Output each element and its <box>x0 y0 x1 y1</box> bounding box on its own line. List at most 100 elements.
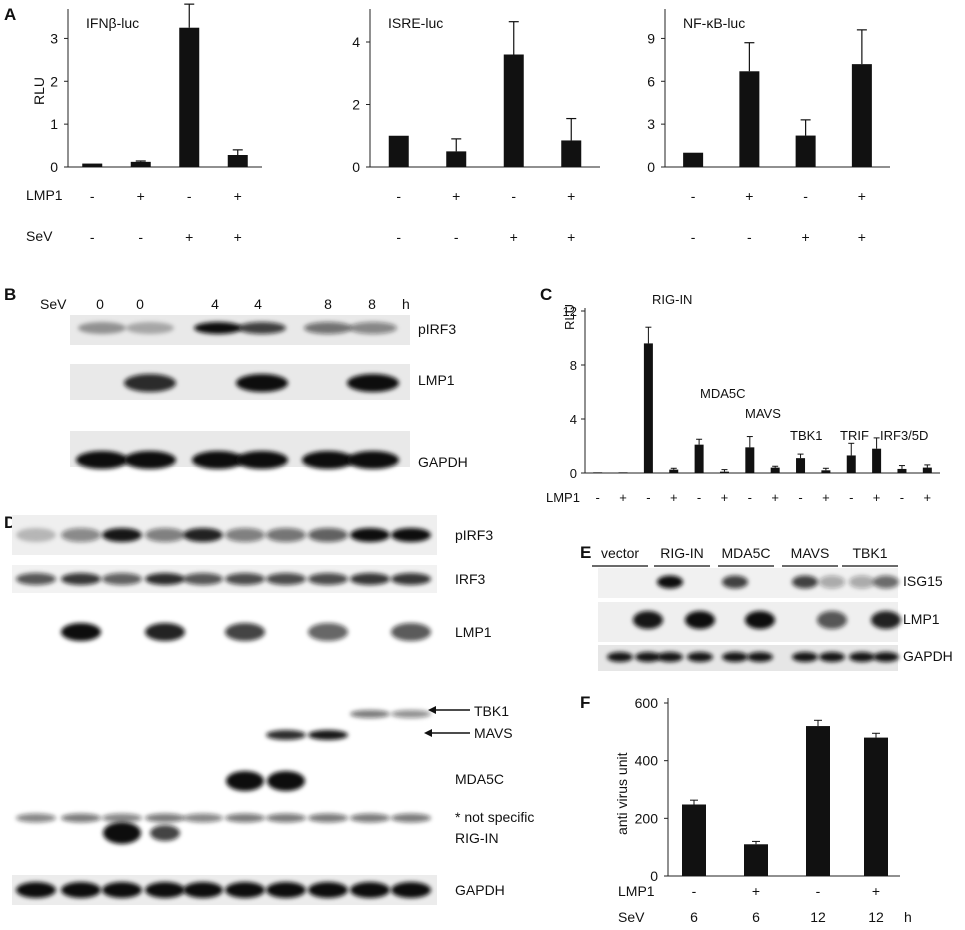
bar <box>683 152 704 167</box>
gapdh-band <box>236 451 288 469</box>
panel-label-e: E <box>580 543 591 562</box>
band <box>16 573 56 585</box>
gapdh-band <box>819 652 845 662</box>
group-label: RIG-IN <box>652 292 692 307</box>
bar <box>618 472 628 473</box>
band <box>16 528 56 542</box>
panel-c-chart: RLU 0 4 8 12 - + - + - + - + - + - + - + LMP1 RIG-IN MDA5C MAV… <box>546 292 940 505</box>
panel-label-a: A <box>4 5 16 24</box>
lmp1-sign: - <box>816 883 821 899</box>
group-label: TRIF <box>840 428 869 443</box>
band <box>391 882 431 898</box>
lmp1-sign: + <box>137 188 145 204</box>
lmp1-sign: - <box>511 188 516 204</box>
band <box>225 813 265 823</box>
band <box>266 730 306 740</box>
y-tick-label: 0 <box>352 159 360 175</box>
band <box>350 882 390 898</box>
band-label: GAPDH <box>455 882 505 898</box>
chart-title: ISRE-luc <box>388 15 443 31</box>
lmp1-sign: - <box>396 188 401 204</box>
sev-sign: + <box>567 229 575 245</box>
rig-in-band <box>150 825 180 841</box>
bar <box>745 447 755 473</box>
band <box>102 813 142 823</box>
band <box>61 528 101 542</box>
isg15-band <box>792 575 818 589</box>
band <box>225 623 265 641</box>
band <box>308 882 348 898</box>
bar <box>806 726 830 876</box>
pirf3-band <box>194 322 242 334</box>
bar <box>561 140 582 167</box>
band <box>145 528 185 542</box>
band <box>61 813 101 823</box>
y-tick-label: 4 <box>352 34 360 50</box>
panel-a-lmp1-label: LMP1 <box>26 187 63 203</box>
group-label: MAVS <box>791 545 830 561</box>
y-tick-label: 8 <box>570 358 577 373</box>
band-label: RIG-IN <box>455 830 499 846</box>
bar <box>770 467 780 473</box>
band <box>225 528 265 542</box>
gapdh-band <box>747 652 773 662</box>
isg15-band <box>819 575 845 589</box>
gapdh-band <box>635 652 661 662</box>
panel-label-b: B <box>4 285 16 304</box>
sev-sign: - <box>396 229 401 245</box>
band <box>266 882 306 898</box>
lmp1-sign: + <box>234 188 242 204</box>
lmp1-sign: + <box>745 188 753 204</box>
lane-label: 4 <box>211 296 219 312</box>
y-tick-label: 1 <box>50 116 58 132</box>
band <box>102 528 142 542</box>
chart-title: IFNβ-luc <box>86 15 139 31</box>
bar <box>739 71 760 167</box>
ifnb-luc-chart: 0 1 2 3 IFNβ-luc - - + - - + + + <box>50 3 262 245</box>
bar <box>593 472 603 473</box>
y-tick-label: 0 <box>647 159 655 175</box>
arrowhead <box>428 706 436 714</box>
lmp1-sign: + <box>721 490 729 505</box>
band-label: IRF3 <box>455 571 486 587</box>
lmp1-band <box>236 374 288 392</box>
lmp1-band <box>745 611 775 629</box>
band-label-pirf3: pIRF3 <box>418 321 456 337</box>
panel-a-ylabel: RLU <box>31 77 47 105</box>
band <box>391 528 431 542</box>
lmp1-sign: - <box>748 490 752 505</box>
band <box>391 573 431 585</box>
band <box>225 882 265 898</box>
bar <box>922 467 932 473</box>
sev-value: 6 <box>690 909 698 925</box>
y-tick-label: 9 <box>647 30 655 46</box>
bar <box>179 27 200 168</box>
group-label: vector <box>601 545 639 561</box>
sev-sign: + <box>185 229 193 245</box>
gapdh-band <box>607 652 633 662</box>
band <box>16 813 56 823</box>
isg15-band <box>657 575 683 589</box>
lmp1-sign: + <box>822 490 830 505</box>
pirf3-band <box>304 322 352 334</box>
y-tick-label: 0 <box>570 466 577 481</box>
y-tick-label: 0 <box>50 159 58 175</box>
group-label: MDA5C <box>721 545 770 561</box>
band <box>308 528 348 542</box>
bar <box>897 468 907 473</box>
band <box>61 882 101 898</box>
bar <box>503 54 524 167</box>
y-label: RLU <box>562 304 577 330</box>
lmp1-sign: - <box>187 188 192 204</box>
isre-luc-chart: 0 2 4 ISRE-luc - - + - - + + + <box>352 9 600 245</box>
lmp1-sign: + <box>858 188 866 204</box>
band <box>61 623 101 641</box>
sev-sign: - <box>747 229 752 245</box>
lmp1-sign: - <box>646 490 650 505</box>
bar <box>851 64 872 167</box>
lmp1-sign: - <box>692 883 697 899</box>
gapdh-band <box>302 451 354 469</box>
band <box>145 573 185 585</box>
group-label: MDA5C <box>700 386 746 401</box>
band-label: TBK1 <box>474 703 509 719</box>
